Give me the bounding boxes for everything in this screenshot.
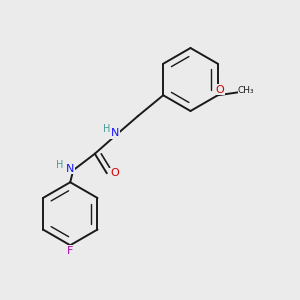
Text: H: H xyxy=(103,124,110,134)
Text: O: O xyxy=(110,168,119,178)
Text: CH₃: CH₃ xyxy=(238,86,255,95)
Text: N: N xyxy=(66,164,74,174)
Text: F: F xyxy=(67,246,74,256)
Text: H: H xyxy=(56,160,63,170)
Text: O: O xyxy=(215,85,224,95)
Text: N: N xyxy=(111,128,119,138)
